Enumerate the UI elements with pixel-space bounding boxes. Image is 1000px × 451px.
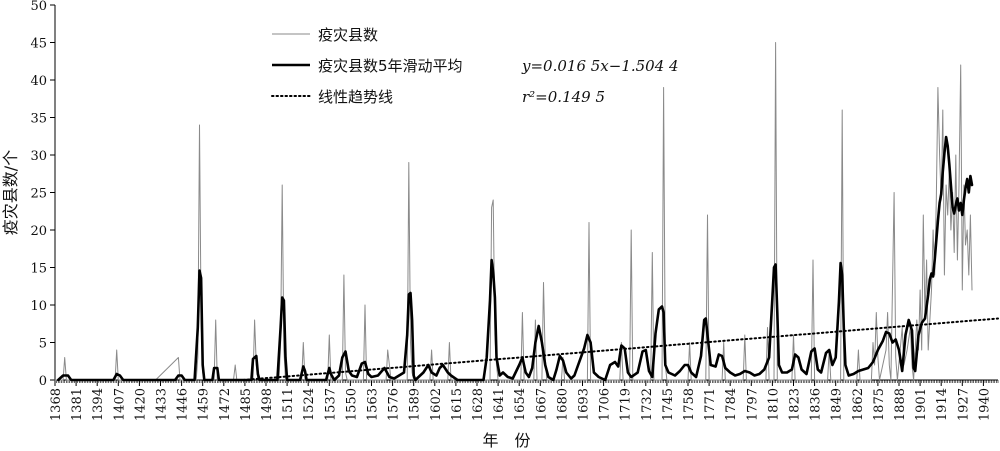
x-tick-label: 1888 <box>893 388 908 421</box>
y-tick-label: 50 <box>30 0 47 14</box>
r-squared-label: r²=0.149 5 <box>522 88 605 106</box>
x-axis-title: 年 份 <box>482 431 530 450</box>
x-tick-label: 1576 <box>387 388 402 421</box>
series-line-3 <box>242 317 999 381</box>
legend-label-3: 线性趋势线 <box>318 88 393 106</box>
x-tick-label: 1498 <box>260 388 275 421</box>
y-tick-label: 10 <box>30 299 47 314</box>
x-tick-label: 1901 <box>914 388 929 421</box>
x-tick-label: 1459 <box>197 388 212 421</box>
y-tick-label: 20 <box>30 224 47 239</box>
series-line-1 <box>54 42 973 381</box>
x-tick-label: 1420 <box>133 388 148 421</box>
x-tick-label: 1446 <box>176 388 191 421</box>
legend-label-1: 疫灾县数 <box>318 26 378 44</box>
x-tick-label: 1550 <box>344 388 359 421</box>
legend-label-2: 疫灾县数5年滑动平均 <box>318 57 463 75</box>
x-tick-label: 1641 <box>492 388 507 421</box>
y-tick-label: 0 <box>39 374 47 389</box>
x-tick-label: 1407 <box>112 388 127 421</box>
y-tick-label: 5 <box>39 337 47 352</box>
x-tick-label: 1693 <box>576 388 591 421</box>
x-tick-label: 1602 <box>429 388 444 421</box>
x-tick-label: 1433 <box>154 388 169 421</box>
regression-equation: y=0.016 5x−1.504 4 <box>521 57 679 75</box>
x-tick-label: 1615 <box>450 388 465 421</box>
x-tick-label: 1784 <box>724 388 739 421</box>
x-tick-label: 1940 <box>977 388 992 421</box>
y-tick-label: 45 <box>30 37 47 52</box>
x-tick-label: 1563 <box>365 388 380 421</box>
y-tick-label: 25 <box>30 187 47 202</box>
x-tick-label: 1758 <box>682 388 697 421</box>
y-tick-label: 15 <box>30 262 47 277</box>
x-tick-label: 1823 <box>787 388 802 421</box>
x-tick-label: 1836 <box>809 388 824 421</box>
y-tick-label: 30 <box>30 149 47 164</box>
x-tick-label: 1862 <box>851 388 866 421</box>
y-axis-title: 疫灾县数/个 <box>1 150 20 235</box>
x-tick-label: 1927 <box>956 388 971 421</box>
x-tick-label: 1524 <box>302 388 317 421</box>
x-tick-label: 1706 <box>598 388 613 421</box>
series-line-2 <box>56 135 974 382</box>
x-tick-label: 1485 <box>239 388 254 421</box>
x-tick-label: 1394 <box>91 388 106 421</box>
x-tick-label: 1732 <box>640 388 655 421</box>
x-tick-label: 1771 <box>703 388 718 421</box>
x-tick-label: 1537 <box>323 388 338 421</box>
x-tick-label: 1511 <box>281 388 296 421</box>
x-tick-label: 1810 <box>766 388 781 421</box>
x-tick-label: 1654 <box>513 388 528 421</box>
x-tick-label: 1797 <box>745 388 760 421</box>
y-tick-label: 40 <box>30 74 47 89</box>
x-tick-label: 1849 <box>830 388 845 421</box>
x-tick-label: 1381 <box>70 388 85 421</box>
x-tick-label: 1875 <box>872 388 887 421</box>
x-tick-label: 1719 <box>619 388 634 421</box>
x-tick-label: 1680 <box>555 388 570 421</box>
x-tick-label: 1589 <box>408 388 423 421</box>
x-tick-label: 1472 <box>218 388 233 421</box>
x-tick-label: 1628 <box>471 388 486 421</box>
y-tick-label: 35 <box>30 112 47 127</box>
x-tick-label: 1368 <box>49 388 64 421</box>
x-tick-label: 1745 <box>661 388 676 421</box>
x-tick-label: 1914 <box>935 388 950 421</box>
x-tick-label: 1667 <box>534 388 549 421</box>
